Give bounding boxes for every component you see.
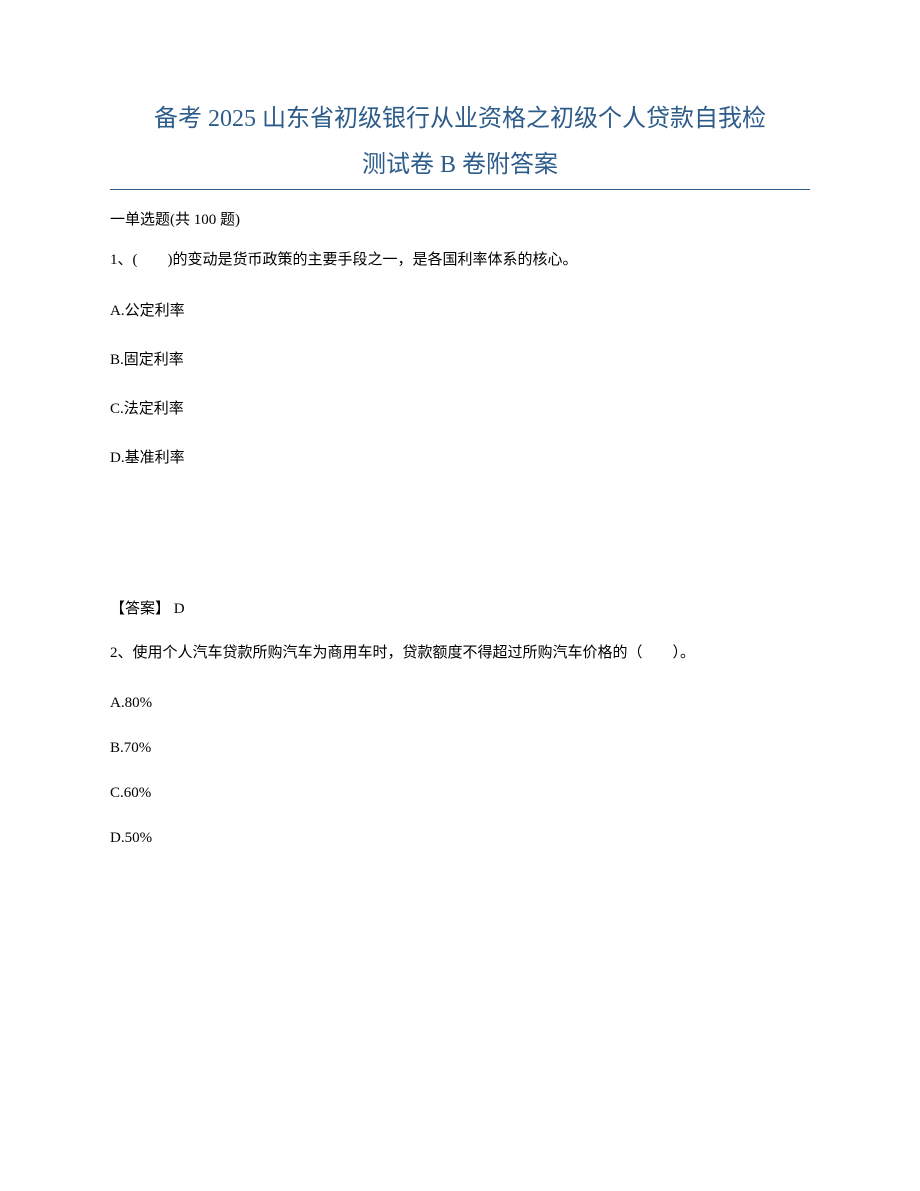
question-2-option-d: D.50% (110, 830, 810, 847)
question-2-stem: 2、使用个人汽车贷款所购汽车为商用车时，贷款额度不得超过所购汽车价格的（ ）。 (110, 640, 810, 667)
document-title-line1: 备考 2025 山东省初级银行从业资格之初级个人贷款自我检 (110, 100, 810, 138)
question-2-option-a: A.80% (110, 695, 810, 712)
question-1-option-c: C.法定利率 (110, 397, 810, 418)
question-2-option-b: B.70% (110, 740, 810, 757)
section-header: 一单选题(共 100 题) (110, 208, 810, 229)
question-1-option-a: A.公定利率 (110, 299, 810, 320)
question-1-option-d: D.基准利率 (110, 446, 810, 467)
question-1-option-b: B.固定利率 (110, 348, 810, 369)
question-1-answer: 【答案】 D (110, 597, 810, 618)
question-1-stem: 1、( )的变动是货币政策的主要手段之一，是各国利率体系的核心。 (110, 249, 810, 272)
title-underline (110, 189, 810, 190)
document-title-line2: 测试卷 B 卷附答案 (110, 146, 810, 184)
question-2-option-c: C.60% (110, 785, 810, 802)
